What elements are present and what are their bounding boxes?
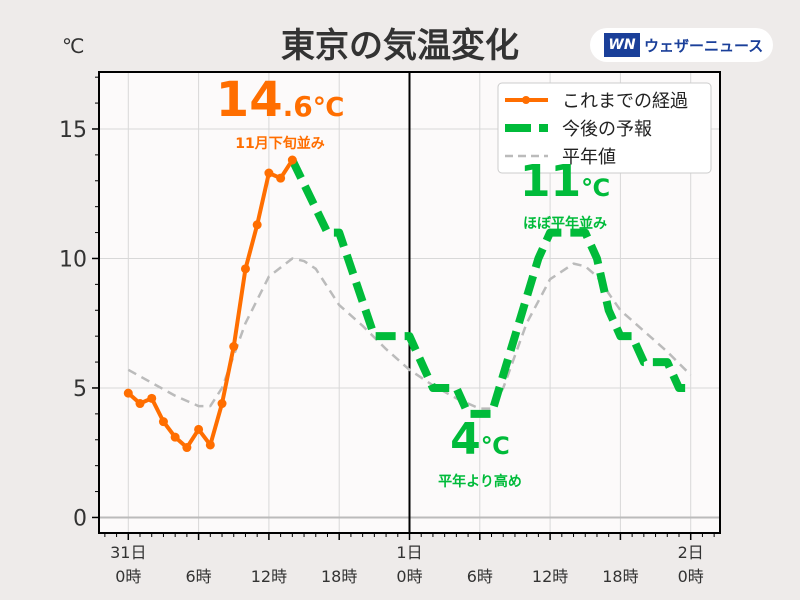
series-line-1 — [288, 158, 691, 418]
legend-box — [497, 82, 712, 174]
max-forecast-value: 11 — [519, 156, 582, 207]
data-point — [170, 432, 180, 442]
data-point — [240, 264, 250, 274]
x-tick-label-hour: 6時 — [467, 567, 493, 586]
max-observed-note: 11月下旬並み — [235, 136, 325, 152]
min-forecast-note: 平年より高め — [438, 474, 522, 490]
max-observed-annotation: 14.6℃ 11月下旬並み — [215, 76, 345, 153]
data-point — [194, 424, 204, 434]
data-point — [264, 168, 274, 178]
legend-label-1: 今後の予報 — [562, 119, 652, 140]
weathernews-logo-mark: WN — [604, 33, 640, 57]
min-forecast-annotation: 4℃ 平年より高め — [420, 418, 540, 491]
x-tick-label-hour: 0時 — [678, 567, 704, 586]
x-tick-label-day: 2日 — [678, 543, 704, 562]
data-point — [205, 440, 215, 450]
min-forecast-unit: ℃ — [480, 432, 510, 460]
max-forecast-unit: ℃ — [581, 174, 611, 202]
x-tick-label-hour: 12時 — [251, 567, 287, 586]
y-tick-label: 15 — [59, 118, 87, 143]
legend-label-2: 平年値 — [562, 147, 616, 168]
x-tick-label-hour: 18時 — [321, 567, 357, 586]
max-forecast-note: ほぼ平年並み — [523, 216, 607, 232]
series-line-2 — [127, 257, 692, 410]
data-point — [252, 220, 262, 230]
data-point — [182, 443, 192, 453]
max-forecast-annotation: 11℃ ほぼ平年並み — [505, 160, 625, 233]
y-tick-label: 0 — [73, 506, 87, 531]
x-tick-label-hour: 6時 — [186, 567, 212, 586]
y-tick-label: 5 — [73, 377, 87, 402]
weathernews-logo-text: ウェザーニュース — [644, 36, 764, 55]
x-tick-label-hour: 12時 — [532, 567, 568, 586]
data-point — [276, 173, 286, 183]
data-point — [123, 388, 133, 398]
data-point — [147, 393, 157, 403]
plot-frame — [98, 71, 721, 534]
legend-marker — [522, 96, 530, 104]
data-point — [229, 342, 239, 352]
y-tick-label: 10 — [59, 247, 87, 272]
max-observed-value: 14 — [215, 72, 283, 128]
x-tick-label-hour: 0時 — [396, 567, 422, 586]
legend-label-0: これまでの経過 — [562, 91, 688, 112]
data-point — [217, 399, 227, 409]
data-point — [135, 399, 145, 409]
max-observed-decimal: .6 — [282, 90, 313, 123]
max-observed-unit: ℃ — [312, 93, 345, 123]
data-point — [158, 417, 168, 427]
x-tick-label-hour: 18時 — [602, 567, 638, 586]
min-forecast-value: 4 — [450, 414, 481, 465]
data-point — [287, 155, 297, 165]
x-tick-label-day: 1日 — [396, 543, 422, 562]
x-tick-label-hour: 0時 — [115, 567, 141, 586]
x-tick-label-day: 31日 — [110, 543, 146, 562]
weathernews-logo: WN ウェザーニュース — [590, 28, 773, 62]
chart-title: 東京の気温変化 — [281, 26, 519, 66]
y-axis-unit: ℃ — [62, 34, 85, 58]
